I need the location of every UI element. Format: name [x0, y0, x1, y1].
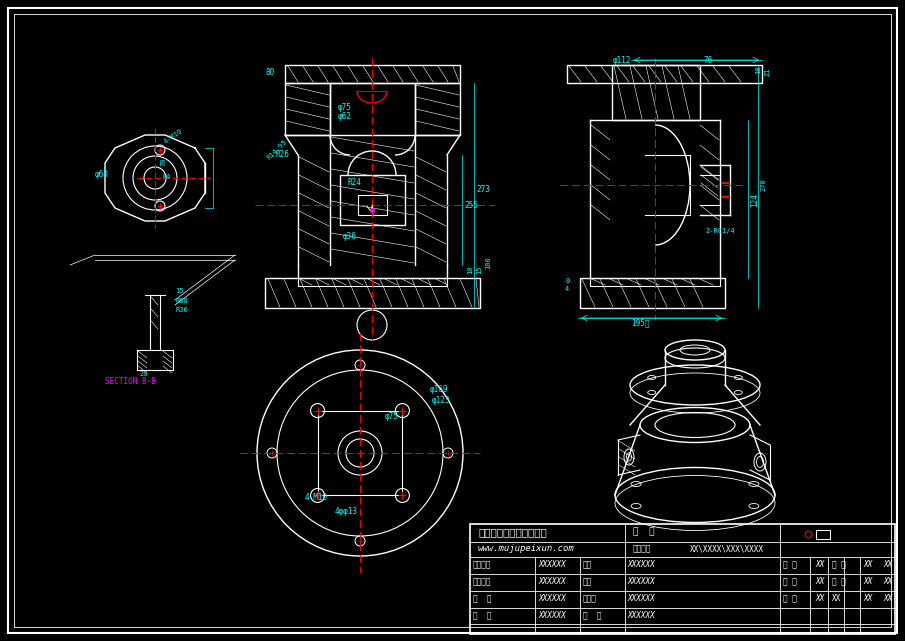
Text: 10: 10 — [467, 265, 473, 274]
Text: XX: XX — [863, 560, 872, 569]
Text: 投  角: 投 角 — [633, 527, 654, 536]
Bar — [340, 175, 405, 225]
Text: φ75: φ75 — [385, 412, 399, 421]
Text: 2-RC1/4: 2-RC1/4 — [705, 228, 735, 234]
Bar — [580, 278, 725, 308]
Text: XXXXXX: XXXXXX — [627, 611, 654, 620]
Bar — [415, 83, 460, 135]
Text: XXXXXX: XXXXXX — [538, 594, 566, 603]
Text: 195面: 195面 — [631, 318, 649, 327]
Text: 273: 273 — [476, 185, 490, 194]
Bar — [318, 411, 402, 495]
Text: XXXXXX: XXXXXX — [538, 577, 566, 586]
Text: XX\XXXX\XXX\XXXX: XX\XXXX\XXX\XXXX — [690, 544, 764, 553]
Text: 21: 21 — [764, 68, 770, 76]
Text: R36: R36 — [175, 307, 187, 313]
Text: 郑州贞利模具数控工作室: 郑州贞利模具数控工作室 — [478, 527, 547, 537]
Text: R26: R26 — [275, 150, 289, 159]
Text: 零件名称: 零件名称 — [473, 577, 491, 586]
Text: φ75: φ75 — [338, 103, 352, 112]
Text: 0: 0 — [565, 278, 569, 284]
Text: φ112: φ112 — [613, 56, 632, 65]
Text: R14.95: R14.95 — [266, 138, 289, 160]
Text: 4: 4 — [565, 286, 569, 292]
Text: φ36: φ36 — [343, 232, 357, 241]
Text: 页码: 页码 — [583, 577, 592, 586]
Text: 标 准: 标 准 — [832, 577, 846, 586]
Bar — [590, 278, 720, 286]
Bar — [470, 524, 895, 634]
Bar — [358, 195, 387, 215]
Text: XX: XX — [815, 560, 824, 569]
Text: 数  量: 数 量 — [473, 611, 491, 620]
Text: 零件编号: 零件编号 — [473, 560, 491, 569]
Text: XX: XX — [883, 594, 892, 603]
Text: 材  料: 材 料 — [473, 594, 491, 603]
Text: XX: XX — [815, 594, 824, 603]
Text: φ62: φ62 — [338, 112, 352, 121]
Text: 4φφ13: 4φφ13 — [335, 507, 358, 516]
Text: 20: 20 — [139, 371, 148, 377]
Text: 4-M10: 4-M10 — [163, 128, 184, 145]
Text: XXXXXX: XXXXXX — [627, 560, 654, 569]
Text: XX: XX — [863, 577, 872, 586]
Text: 版本: 版本 — [583, 560, 592, 569]
Text: XX: XX — [883, 560, 892, 569]
Text: 76: 76 — [703, 56, 712, 65]
Text: 文档编号: 文档编号 — [633, 544, 652, 553]
Text: 15: 15 — [175, 288, 184, 294]
Text: R68: R68 — [175, 298, 187, 304]
Text: 比  例: 比 例 — [583, 611, 602, 620]
Text: XX: XX — [863, 594, 872, 603]
Text: 255: 255 — [464, 201, 478, 210]
Text: 审 技: 审 技 — [832, 560, 846, 569]
Text: 制 图: 制 图 — [783, 577, 797, 586]
Bar — [298, 278, 447, 286]
Text: R4: R4 — [162, 174, 170, 180]
Bar — [285, 65, 460, 83]
Text: SECTION B-B: SECTION B-B — [105, 377, 156, 386]
Text: 18: 18 — [755, 65, 761, 74]
Text: XXXXXX: XXXXXX — [627, 594, 654, 603]
Text: φ123: φ123 — [432, 396, 451, 405]
Bar — [567, 65, 762, 83]
Text: 270: 270 — [760, 179, 766, 192]
Text: XX: XX — [815, 577, 824, 586]
Bar — [612, 65, 700, 120]
Text: XXXXXX: XXXXXX — [627, 577, 654, 586]
Text: 100: 100 — [485, 256, 491, 269]
Text: XX: XX — [832, 594, 842, 603]
Text: XXXXXX: XXXXXX — [538, 611, 566, 620]
Text: φ169: φ169 — [430, 385, 449, 394]
Text: φ60: φ60 — [95, 170, 109, 179]
Bar — [285, 83, 330, 135]
Text: 热处理: 热处理 — [583, 594, 597, 603]
Text: 80: 80 — [265, 68, 274, 77]
Text: XXXXXX: XXXXXX — [538, 560, 566, 569]
Bar — [816, 530, 830, 539]
Text: 15: 15 — [476, 265, 482, 274]
Bar — [265, 278, 480, 308]
Bar — [330, 83, 415, 135]
Text: XX: XX — [883, 577, 892, 586]
Text: 70: 70 — [160, 158, 166, 167]
Text: 批 准: 批 准 — [783, 594, 797, 603]
Text: 设 计: 设 计 — [783, 560, 797, 569]
Text: R24: R24 — [347, 178, 361, 187]
Text: www.mujupeixun.com: www.mujupeixun.com — [478, 544, 575, 553]
Text: 4-M10: 4-M10 — [305, 493, 329, 502]
Text: 124: 124 — [750, 193, 759, 207]
